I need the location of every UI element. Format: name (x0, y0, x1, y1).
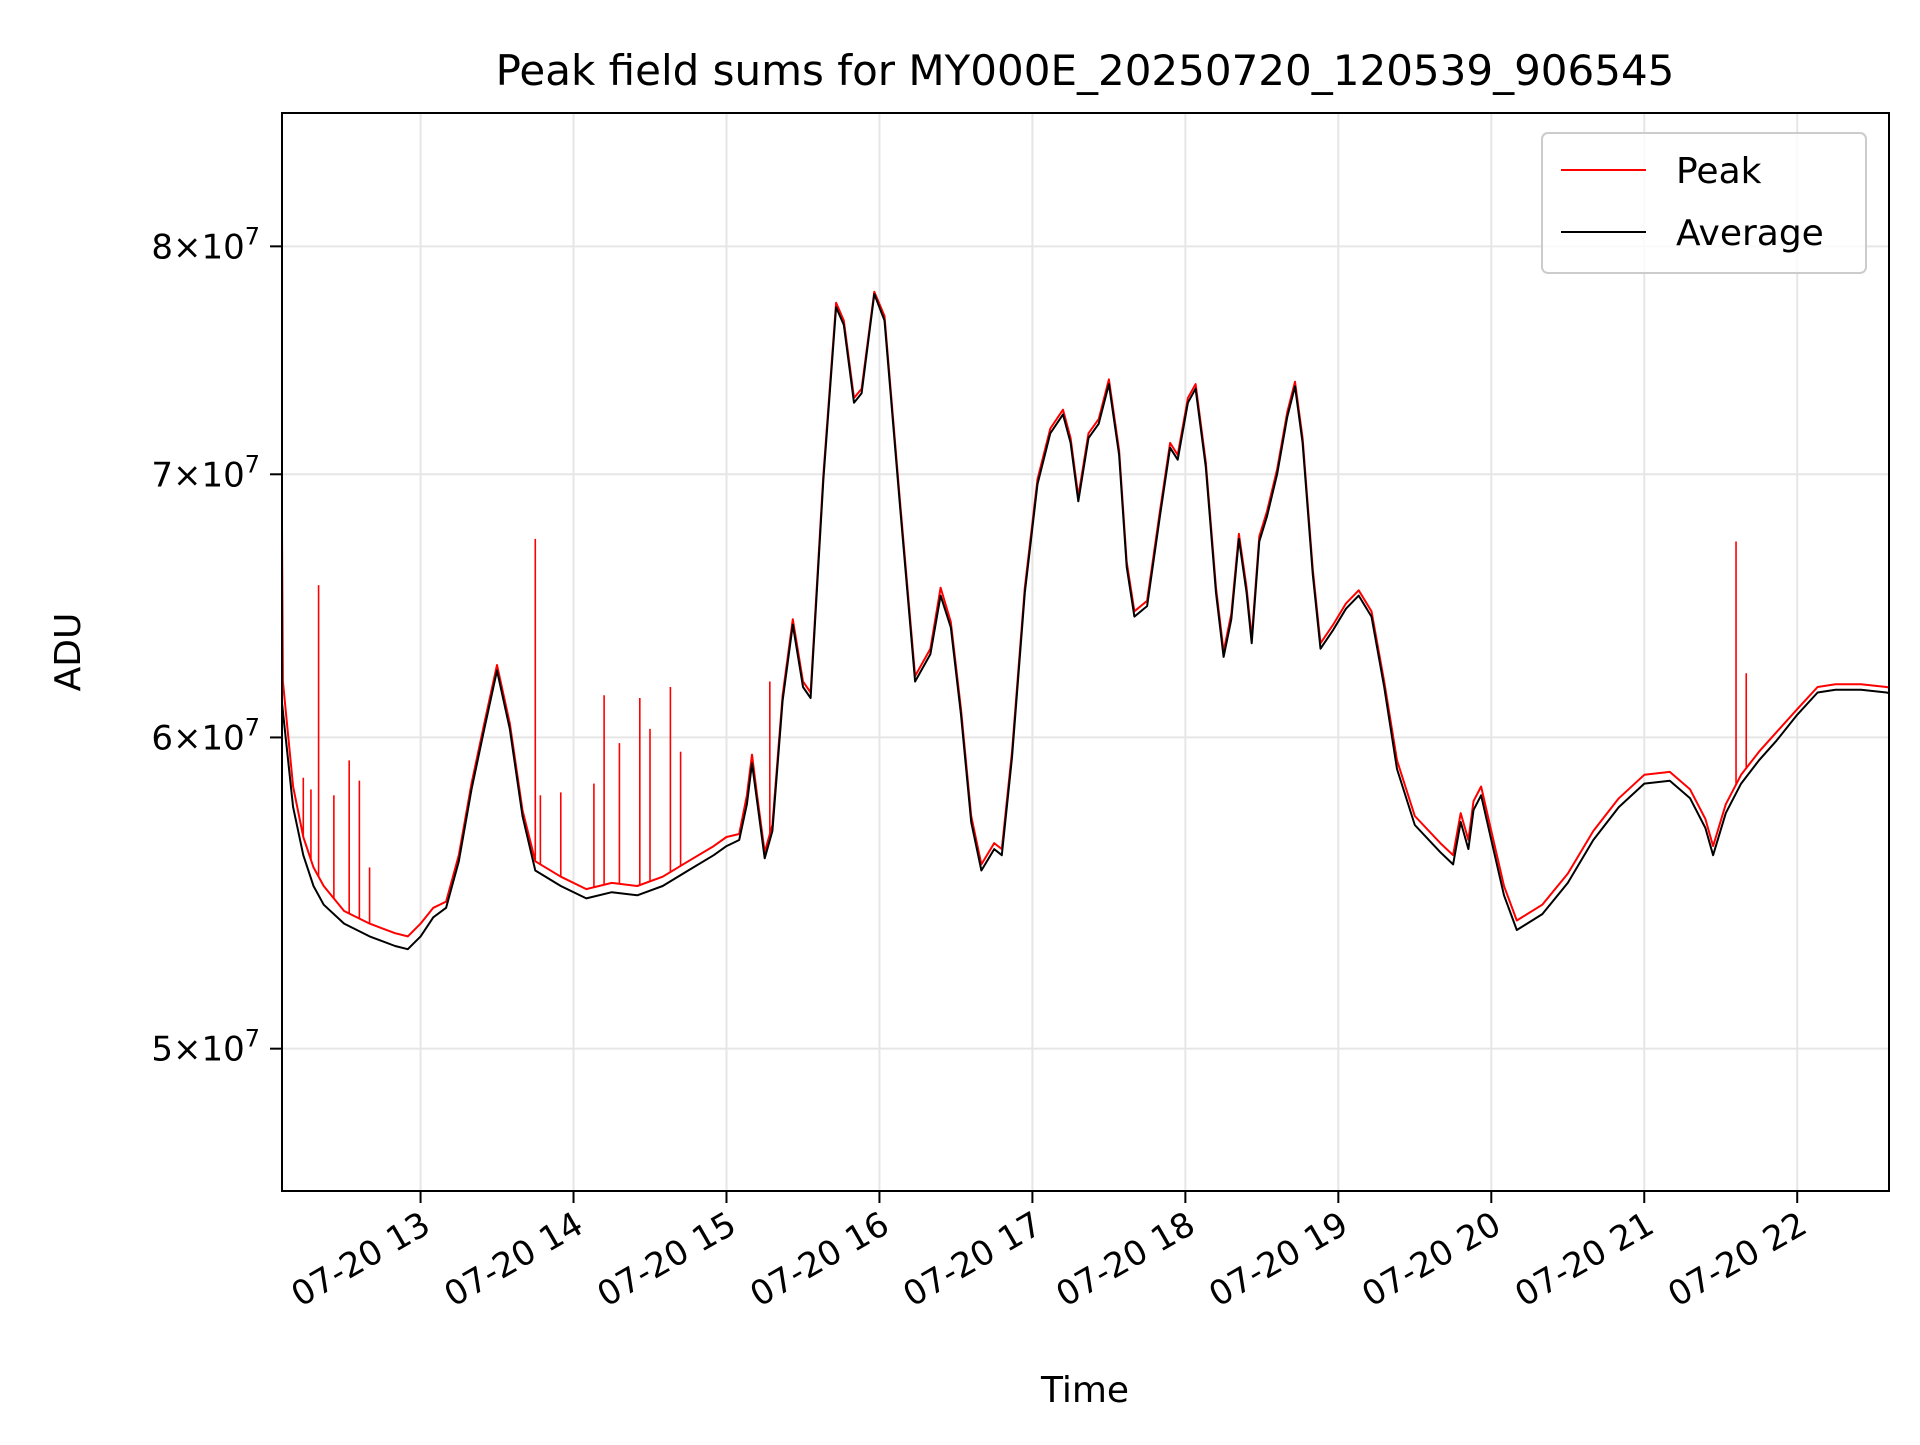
y-tick-exponent: 7 (245, 713, 260, 741)
x-axis: 07-20 13 07-20 14 07-20 15 07-20 16 07-20 17… (285, 1191, 1814, 1315)
x-tick-label: 07-20 18 (1049, 1204, 1201, 1315)
y-tick-exponent: 7 (245, 450, 260, 478)
x-tick-label: 07-20 16 (744, 1204, 896, 1315)
series-line-average (282, 293, 1889, 951)
x-tick-label: 07-20 19 (1202, 1204, 1354, 1315)
y-tick-label: 5×107 (151, 1025, 260, 1070)
x-tick-label: 07-20 21 (1508, 1204, 1660, 1315)
y-tick-label: 7×107 (151, 450, 260, 495)
y-tick-base: 10 (201, 718, 244, 758)
x-tick-label: 07-20 14 (438, 1204, 590, 1315)
y-tick-exponent: 7 (245, 1025, 260, 1053)
y-tick-times: × (173, 718, 202, 758)
y-tick-mantissa: 7 (151, 455, 173, 495)
legend-label-average: Average (1676, 213, 1824, 254)
y-tick-times: × (173, 1030, 202, 1070)
y-tick-label: 6×107 (151, 713, 260, 758)
y-tick-exponent: 7 (245, 222, 260, 250)
plot-area (282, 290, 1889, 951)
y-tick-times: × (173, 455, 202, 495)
y-tick-base: 10 (201, 455, 244, 495)
x-tick-label: 07-20 17 (897, 1204, 1049, 1315)
x-axis-label: Time (1040, 1370, 1129, 1411)
plot-frame (281, 112, 1890, 1192)
chart-title: Peak field sums for MY000E_20250720_1205… (496, 46, 1675, 95)
y-tick-base: 10 (201, 227, 244, 267)
x-tick-label: 07-20 15 (591, 1204, 743, 1315)
grid (282, 113, 1889, 1191)
y-tick-mantissa: 8 (151, 227, 173, 267)
x-tick-label: 07-20 20 (1355, 1204, 1507, 1315)
legend-box (1541, 132, 1867, 274)
x-tick-label: 07-20 22 (1661, 1204, 1813, 1315)
x-tick-label: 07-20 13 (285, 1204, 437, 1315)
y-tick-base: 10 (201, 1030, 244, 1070)
y-tick-mantissa: 5 (151, 1030, 173, 1070)
legend-label-peak: Peak (1676, 151, 1762, 192)
legend: Peak Average (1541, 132, 1867, 274)
y-tick-mantissa: 6 (151, 718, 173, 758)
y-tick-label: 8×107 (151, 222, 260, 267)
y-axis-label: ADU (48, 613, 89, 692)
y-tick-times: × (173, 227, 202, 267)
series-layer (282, 290, 1889, 951)
